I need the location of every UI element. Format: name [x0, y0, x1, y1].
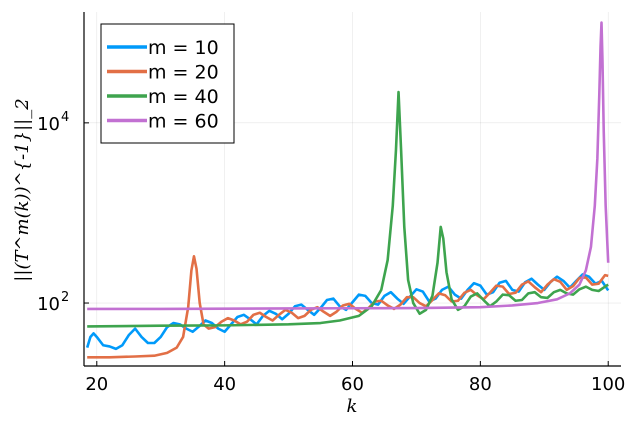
x-tick-label: 100 [591, 374, 625, 395]
x-tick-label: 40 [213, 374, 236, 395]
y-tick-base: 10 [37, 114, 60, 135]
series-line [85, 273, 610, 351]
x-tick-label: 20 [85, 374, 108, 395]
series-line [87, 90, 609, 328]
y-axis-label: ||(T^m(k))^{-1}||_2 [12, 98, 33, 281]
y-tick-label: 10 2 [37, 290, 69, 315]
x-tick-label: 60 [341, 374, 364, 395]
y-tick-base: 10 [37, 294, 60, 315]
y-tick-exponent: 2 [61, 290, 69, 305]
x-axis-label: k [347, 396, 358, 417]
legend-label: m = 40 [148, 86, 219, 108]
legend-label: m = 10 [148, 37, 219, 59]
x-tick-label: 80 [469, 374, 492, 395]
y-tick-exponent: 4 [61, 110, 69, 125]
plot-lines [85, 21, 610, 359]
series-line [87, 21, 610, 311]
legend-box [100, 23, 235, 144]
axes [83, 12, 621, 367]
y-tick-label: 10 4 [37, 110, 69, 135]
legend-label: m = 20 [148, 62, 219, 84]
legend-label: m = 60 [148, 111, 219, 133]
legend: m = 10 m = 20m = 40 m = 60 [100, 23, 235, 144]
